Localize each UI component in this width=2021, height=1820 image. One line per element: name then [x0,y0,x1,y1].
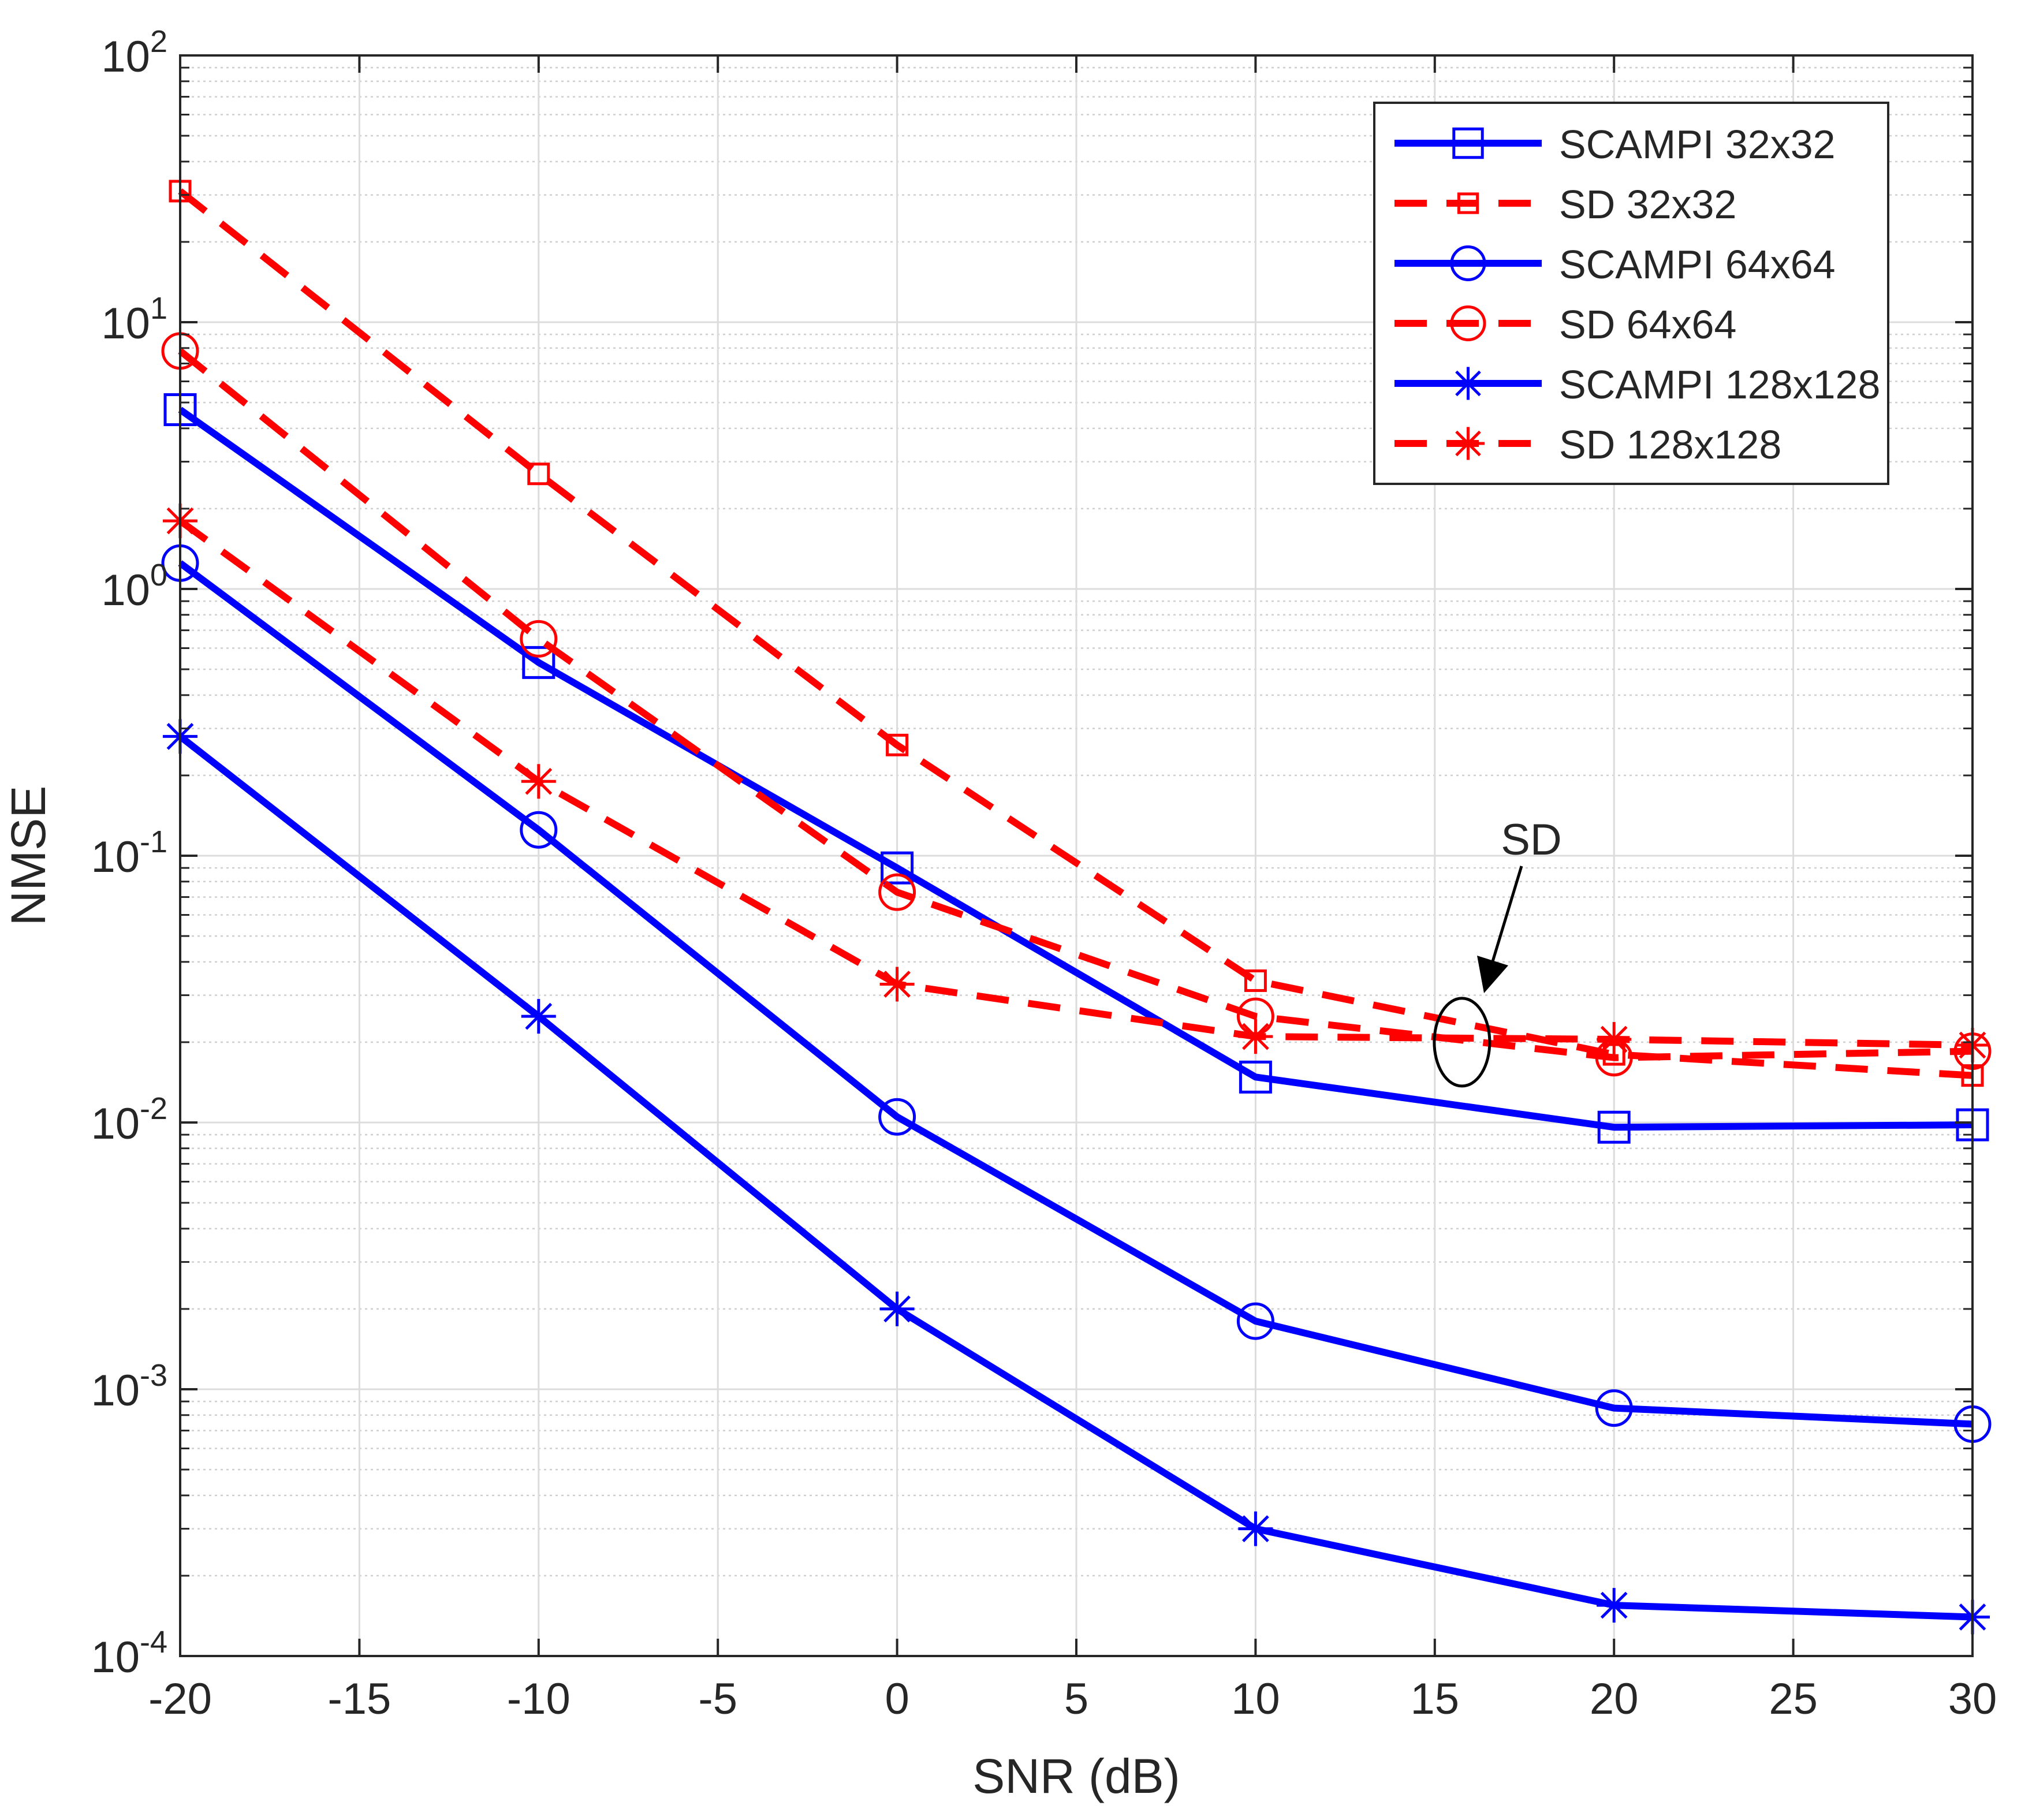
annotation-arrow-line [1491,866,1523,962]
series-line [178,348,1973,1061]
marker-asterisk [1238,1019,1273,1054]
legend-item: SD 128x128 [1394,422,1781,467]
legend-item: SCAMPI 64x64 [1394,242,1836,287]
marker-asterisk [1597,1588,1632,1623]
marker-circle [520,811,558,849]
x-tick-labels: -20 -15 -10 -5 0 5 10 15 20 25 30 [148,1674,1997,1724]
series-scampi-32x32 [163,393,1989,1144]
x-tick-label: 10 [1231,1674,1280,1724]
marker-circle [1236,1302,1274,1340]
y-tick-label: 10-3 [91,1358,167,1415]
x-tick-label: 15 [1411,1674,1460,1724]
marker-circle [1450,245,1486,281]
marker-square [1239,1060,1272,1094]
y-tick-labels: 102 101 100 10-1 10-2 10-3 10-4 [91,24,167,1682]
marker-asterisk [879,1291,915,1326]
x-tick-label: 25 [1769,1674,1818,1724]
x-tick-label: 5 [1064,1674,1088,1724]
annotation-label: SD [1501,815,1562,864]
marker-square [881,851,914,885]
x-tick-label: 30 [1948,1674,1997,1724]
y-tick-label: 10-2 [91,1091,167,1148]
annotation-ellipse [1433,997,1491,1088]
marker-square [1452,127,1484,159]
legend-item: SCAMPI 128x128 [1394,362,1880,407]
marker-small-square [1457,192,1479,214]
x-tick-label: -20 [148,1674,212,1724]
axis-ticks [179,54,1974,1657]
y-tick-label: 10-4 [91,1625,167,1682]
marker-square [1597,1110,1631,1144]
marker-asterisk [1452,367,1485,400]
marker-square [522,646,555,679]
legend-label: SD 64x64 [1559,302,1736,347]
marker-circle [520,620,558,658]
x-axis-label: SNR (dB) [972,1749,1180,1803]
marker-small-square [527,463,550,486]
y-tick-label: 102 [101,24,167,81]
x-tick-label: -15 [327,1674,391,1724]
marker-circle [1595,1389,1633,1427]
marker-circle [878,873,916,911]
legend-item: SCAMPI 32x32 [1394,122,1836,167]
x-tick-label: 20 [1590,1674,1639,1724]
marker-circle [878,1098,916,1136]
series-line [178,406,1973,1131]
marker-asterisk [1452,427,1485,460]
annotation-layer: SD [1433,815,1562,1088]
x-tick-label: -5 [698,1674,737,1724]
x-tick-label: -10 [507,1674,570,1724]
legend-label: SD 32x32 [1559,182,1736,227]
marker-asterisk [879,967,915,1002]
marker-asterisk [521,764,556,799]
legend-box [1373,102,1889,485]
marker-asterisk [1597,1021,1632,1057]
y-tick-label: 101 [101,291,167,348]
legend-label: SCAMPI 128x128 [1559,362,1880,407]
legend-label: SCAMPI 32x32 [1559,122,1836,167]
series-line [178,188,1973,1079]
legend-item: SD 32x32 [1394,182,1736,227]
marker-asterisk [1238,1511,1273,1546]
marker-circle [1450,305,1486,341]
x-tick-label: 0 [885,1674,909,1724]
y-axis-label: NMSE [1,786,55,926]
series-line [178,518,1973,1049]
legend-label: SD 128x128 [1559,422,1781,467]
legend-item: SD 64x64 [1394,302,1736,347]
marker-small-square [1244,969,1267,992]
annotation-arrow-head [1477,956,1508,993]
marker-small-square [886,733,909,756]
legend-label: SCAMPI 64x64 [1559,242,1836,287]
y-tick-label: 10-1 [91,825,167,882]
y-tick-label: 100 [101,558,167,615]
series-line [178,560,1973,1428]
series-line [178,733,1973,1621]
marker-asterisk [521,999,556,1034]
legend: SCAMPI 32x32 SD 32x32 SCAMPI 64x64 SD 64x64… [1373,102,1889,485]
